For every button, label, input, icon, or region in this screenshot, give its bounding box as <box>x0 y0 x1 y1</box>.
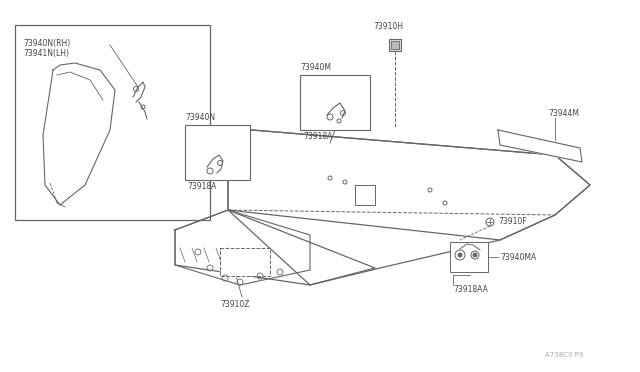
Bar <box>450 242 488 272</box>
Text: 73940N: 73940N <box>185 113 215 122</box>
Circle shape <box>473 253 477 257</box>
Text: 73910Z: 73910Z <box>220 300 250 309</box>
Text: 73918A: 73918A <box>303 132 332 141</box>
Text: A738C0 P9: A738C0 P9 <box>545 352 584 358</box>
Bar <box>185 125 250 180</box>
Text: 73940MA: 73940MA <box>500 253 536 262</box>
Text: 73944M: 73944M <box>548 109 579 118</box>
Text: 73941N(LH): 73941N(LH) <box>23 49 69 58</box>
Text: 73918A: 73918A <box>187 182 216 191</box>
Text: 73940N(RH): 73940N(RH) <box>23 39 70 48</box>
Text: 73918AA: 73918AA <box>453 285 488 294</box>
Text: 73910H: 73910H <box>373 22 403 31</box>
Text: 73910F: 73910F <box>498 218 527 227</box>
Polygon shape <box>498 130 582 162</box>
Bar <box>357 187 373 203</box>
Bar <box>389 39 401 51</box>
Bar <box>15 25 210 220</box>
Bar <box>355 185 375 205</box>
Bar <box>300 75 370 130</box>
Bar <box>220 248 270 276</box>
Circle shape <box>458 253 462 257</box>
Text: 73940M: 73940M <box>300 63 331 72</box>
Bar <box>391 41 399 49</box>
